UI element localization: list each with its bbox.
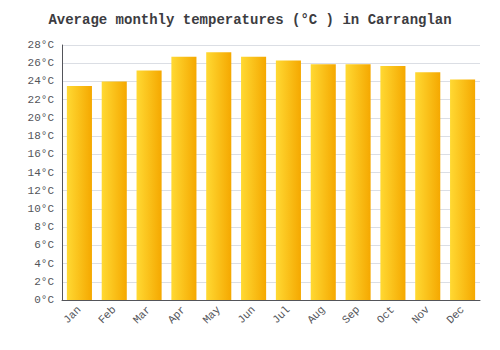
svg-text:4°C: 4°C [34, 258, 54, 270]
svg-text:Apr: Apr [166, 304, 188, 326]
svg-text:Jun: Jun [235, 304, 257, 326]
svg-text:14°C: 14°C [28, 167, 55, 179]
svg-text:8°C: 8°C [34, 221, 54, 233]
svg-text:28°C: 28°C [28, 39, 55, 51]
svg-text:Average monthly temperatures (: Average monthly temperatures (°C ) in Ca… [48, 12, 451, 28]
svg-text:6°C: 6°C [34, 239, 54, 251]
svg-text:May: May [201, 303, 224, 326]
svg-text:16°C: 16°C [28, 148, 55, 160]
svg-text:Nov: Nov [410, 303, 433, 326]
svg-text:Oct: Oct [375, 304, 397, 326]
svg-text:22°C: 22°C [28, 94, 55, 106]
svg-text:Dec: Dec [444, 304, 466, 326]
svg-text:Sep: Sep [340, 304, 362, 326]
svg-text:0°C: 0°C [34, 294, 54, 306]
svg-text:2°C: 2°C [34, 276, 54, 288]
svg-text:Feb: Feb [96, 304, 118, 326]
svg-text:20°C: 20°C [28, 112, 55, 124]
svg-text:Aug: Aug [305, 304, 327, 326]
svg-text:Jan: Jan [61, 304, 83, 326]
svg-text:26°C: 26°C [28, 57, 55, 69]
svg-text:12°C: 12°C [28, 185, 55, 197]
svg-text:Mar: Mar [131, 304, 153, 326]
svg-text:10°C: 10°C [28, 203, 55, 215]
svg-text:Jul: Jul [270, 304, 292, 326]
svg-text:18°C: 18°C [28, 130, 55, 142]
svg-text:24°C: 24°C [28, 75, 55, 87]
